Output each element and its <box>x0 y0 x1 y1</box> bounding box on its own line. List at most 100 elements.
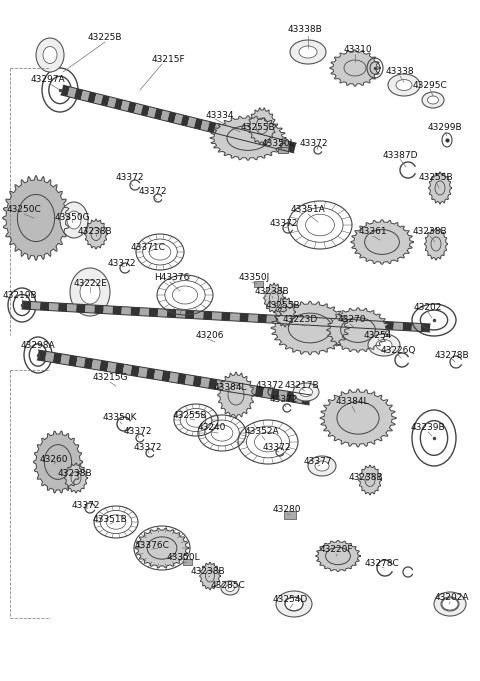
Text: 43351A: 43351A <box>290 206 325 215</box>
Text: 43310: 43310 <box>344 46 372 54</box>
Polygon shape <box>76 304 86 313</box>
Ellipse shape <box>422 92 444 108</box>
Polygon shape <box>210 116 286 161</box>
Polygon shape <box>321 318 331 326</box>
Polygon shape <box>247 385 256 396</box>
Polygon shape <box>68 86 76 98</box>
Polygon shape <box>234 128 243 140</box>
Polygon shape <box>64 463 87 493</box>
Polygon shape <box>194 311 204 319</box>
Polygon shape <box>231 382 241 394</box>
Text: 43295C: 43295C <box>413 80 447 89</box>
Polygon shape <box>169 372 179 383</box>
Polygon shape <box>149 308 158 317</box>
Polygon shape <box>350 219 413 264</box>
Polygon shape <box>85 304 95 313</box>
Polygon shape <box>294 317 303 325</box>
Bar <box>284 511 296 519</box>
Ellipse shape <box>388 74 420 96</box>
Polygon shape <box>81 90 90 101</box>
Polygon shape <box>255 386 264 397</box>
Polygon shape <box>280 140 289 151</box>
Text: 43215F: 43215F <box>151 55 185 65</box>
Ellipse shape <box>43 46 57 63</box>
Polygon shape <box>140 308 149 316</box>
Text: 43384L: 43384L <box>213 383 247 392</box>
Text: 43352A: 43352A <box>245 428 279 437</box>
Polygon shape <box>330 319 339 327</box>
Polygon shape <box>177 373 186 384</box>
Polygon shape <box>287 142 296 153</box>
Text: 43217B: 43217B <box>285 381 319 390</box>
Ellipse shape <box>288 313 332 343</box>
Text: 43372: 43372 <box>72 501 100 509</box>
Polygon shape <box>168 112 176 123</box>
Text: H43376: H43376 <box>154 274 190 283</box>
Polygon shape <box>115 363 124 374</box>
Polygon shape <box>138 367 148 378</box>
Polygon shape <box>312 317 322 326</box>
Polygon shape <box>303 317 312 326</box>
Ellipse shape <box>434 592 466 616</box>
Polygon shape <box>185 375 194 385</box>
Polygon shape <box>247 131 256 143</box>
Text: 43239B: 43239B <box>411 424 445 432</box>
Text: 43350G: 43350G <box>54 214 90 223</box>
Text: 43350J: 43350J <box>239 274 270 283</box>
Polygon shape <box>230 313 240 321</box>
Polygon shape <box>94 93 103 105</box>
Polygon shape <box>107 362 117 373</box>
Polygon shape <box>185 311 194 319</box>
Text: 43278B: 43278B <box>435 351 469 360</box>
Text: 43338: 43338 <box>386 67 414 76</box>
Polygon shape <box>84 358 93 369</box>
Text: 43206: 43206 <box>196 330 224 340</box>
Polygon shape <box>114 99 123 110</box>
Text: 43238B: 43238B <box>191 567 225 577</box>
Polygon shape <box>174 113 183 125</box>
Ellipse shape <box>300 387 312 396</box>
Polygon shape <box>339 319 348 328</box>
Polygon shape <box>326 308 389 352</box>
Polygon shape <box>200 377 210 388</box>
Polygon shape <box>87 92 96 103</box>
Polygon shape <box>123 364 132 375</box>
Polygon shape <box>261 135 270 146</box>
Text: 43220F: 43220F <box>319 545 353 554</box>
Text: 43372: 43372 <box>134 443 162 452</box>
Polygon shape <box>212 312 222 320</box>
Polygon shape <box>161 110 170 121</box>
Text: 43351B: 43351B <box>93 516 127 524</box>
Ellipse shape <box>368 334 400 356</box>
Text: 43376C: 43376C <box>134 541 169 550</box>
Text: 43238B: 43238B <box>78 227 112 236</box>
Polygon shape <box>203 311 213 319</box>
Polygon shape <box>37 350 47 361</box>
Ellipse shape <box>365 229 399 255</box>
Text: 43372: 43372 <box>256 381 284 390</box>
Text: 43238B: 43238B <box>413 227 447 236</box>
Text: 43240: 43240 <box>198 424 226 432</box>
Polygon shape <box>134 104 143 114</box>
Polygon shape <box>84 219 108 249</box>
Bar <box>253 281 263 287</box>
Polygon shape <box>131 307 140 315</box>
Polygon shape <box>275 297 295 327</box>
Polygon shape <box>359 465 382 495</box>
Bar <box>182 559 192 565</box>
Polygon shape <box>112 306 122 315</box>
Text: 43372: 43372 <box>300 138 328 148</box>
Polygon shape <box>53 353 62 364</box>
Polygon shape <box>60 354 70 365</box>
Polygon shape <box>267 136 276 148</box>
Text: 43260: 43260 <box>40 456 68 464</box>
Text: 43255B: 43255B <box>419 174 453 183</box>
Text: 43361: 43361 <box>359 227 387 236</box>
Text: 43254: 43254 <box>364 330 392 340</box>
Text: 43255B: 43255B <box>173 411 207 419</box>
Polygon shape <box>74 89 83 100</box>
Ellipse shape <box>44 445 72 479</box>
Ellipse shape <box>67 211 81 229</box>
Text: 43219B: 43219B <box>3 291 37 300</box>
Polygon shape <box>301 394 311 405</box>
